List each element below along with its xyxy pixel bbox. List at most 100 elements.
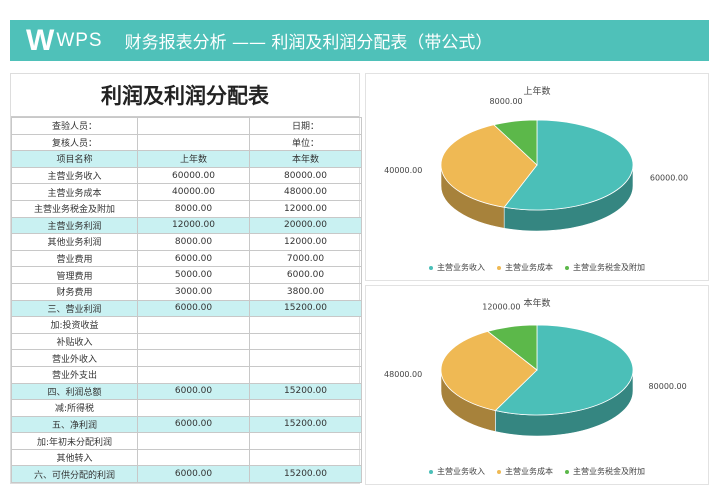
table-cell[interactable]: 15200.00 [249, 465, 362, 484]
table-cell[interactable]: 营业外支出 [11, 365, 138, 384]
table-cell[interactable]: 营业外收入 [11, 349, 138, 367]
table-cell[interactable]: 日期： [249, 117, 362, 135]
table-cell[interactable]: 12000.00 [137, 216, 250, 235]
table-cell[interactable]: 6000.00 [137, 415, 250, 434]
table-cell[interactable]: 7000.00 [249, 249, 362, 268]
table-cell[interactable] [249, 432, 362, 450]
chart-panel-last-year[interactable]: 上年数 60000.00 40000.00 8000.00 主营业务收入 主营业务成本 主营… [365, 73, 709, 281]
profit-table: 查验人员： 日期： 复核人员： 单位： 项目名称 上年数 本年数 主营业务收入 60000.00… [11, 117, 362, 484]
table-cell[interactable] [137, 349, 250, 367]
table-row: 减:所得税 [11, 399, 362, 417]
legend-item[interactable]: 主营业务收入 [429, 262, 485, 273]
table-cell[interactable]: 12000.00 [249, 199, 362, 218]
table-cell[interactable]: 管理费用 [11, 266, 138, 284]
table-cell[interactable] [249, 399, 362, 417]
table-cell[interactable]: 六、可供分配的利润 [11, 465, 138, 484]
table-cell[interactable]: 财务费用 [11, 282, 138, 301]
table-row: 其他转入 [11, 448, 362, 467]
table-cell[interactable]: 20000.00 [249, 216, 362, 235]
table-cell[interactable] [249, 332, 362, 351]
table-cell[interactable]: 6000.00 [249, 266, 362, 284]
table-row: 营业外收入 [11, 349, 362, 367]
table-row: 主营业务利润 12000.00 20000.00 [11, 216, 362, 235]
table-cell[interactable]: 主营业务成本 [11, 183, 138, 201]
table-cell[interactable]: 加:投资收益 [11, 316, 138, 334]
table-cell[interactable]: 本年数 [249, 150, 362, 168]
table-cell[interactable]: 其他业务利润 [11, 233, 138, 251]
table-cell[interactable]: 项目名称 [11, 150, 138, 168]
table-cell[interactable]: 6000.00 [137, 249, 250, 268]
table-cell[interactable]: 3800.00 [249, 282, 362, 301]
table-cell[interactable]: 6000.00 [137, 465, 250, 484]
legend-item[interactable]: 主营业务收入 [429, 466, 485, 477]
table-cell[interactable] [249, 448, 362, 467]
table-cell[interactable] [137, 117, 250, 135]
table-cell[interactable]: 6000.00 [137, 382, 250, 401]
pie-slice[interactable] [440, 124, 538, 208]
sheet-title: 利润及利润分配表 [11, 74, 359, 117]
table-cell[interactable] [249, 349, 362, 367]
table-cell[interactable] [137, 365, 250, 384]
table-cell[interactable] [249, 365, 362, 384]
table-row: 补贴收入 [11, 332, 362, 351]
table-cell[interactable]: 主营业务收入 [11, 166, 138, 185]
table-cell[interactable] [137, 332, 250, 351]
table-cell[interactable]: 80000.00 [249, 166, 362, 185]
legend-item[interactable]: 主营业务税金及附加 [565, 466, 645, 477]
pie-slice[interactable] [440, 330, 538, 411]
profit-table-sheet: 利润及利润分配表 查验人员： 日期： 复核人员： 单位： 项目名称 上年数 本年数 主营业务收… [10, 73, 362, 484]
table-cell[interactable]: 15200.00 [249, 299, 362, 318]
table-row: 五、净利润 6000.00 15200.00 [11, 415, 362, 434]
legend-marker-icon [497, 265, 501, 270]
table-row: 营业费用 6000.00 7000.00 [11, 249, 362, 268]
table-cell[interactable]: 40000.00 [137, 183, 250, 201]
table-cell[interactable]: 减:所得税 [11, 399, 138, 417]
table-cell[interactable]: 60000.00 [137, 166, 250, 185]
table-cell[interactable]: 8000.00 [137, 233, 250, 251]
table-cell[interactable]: 其他转入 [11, 448, 138, 467]
table-cell[interactable]: 营业费用 [11, 249, 138, 268]
meta-row: 查验人员： 日期： [11, 117, 362, 135]
table-cell[interactable] [249, 316, 362, 334]
table-cell[interactable]: 单位： [249, 133, 362, 152]
data-label: 80000.00 [649, 382, 687, 391]
table-cell[interactable]: 8000.00 [137, 199, 250, 218]
table-row: 管理费用 5000.00 6000.00 [11, 266, 362, 284]
table-cell[interactable]: 3000.00 [137, 282, 250, 301]
table-cell[interactable]: 15200.00 [249, 382, 362, 401]
pie-slice[interactable] [486, 324, 538, 371]
legend-item[interactable]: 主营业务成本 [497, 262, 553, 273]
table-cell[interactable]: 上年数 [137, 150, 250, 168]
table-cell[interactable]: 四、利润总额 [11, 382, 138, 401]
table-cell[interactable]: 五、净利润 [11, 415, 138, 434]
table-header-row: 项目名称 上年数 本年数 [11, 150, 362, 168]
table-row: 加:投资收益 [11, 316, 362, 334]
table-cell[interactable]: 主营业务税金及附加 [11, 199, 138, 218]
table-cell[interactable] [137, 399, 250, 417]
chart-legend: 主营业务收入 主营业务成本 主营业务税金及附加 [366, 466, 708, 477]
table-cell[interactable]: 主营业务利润 [11, 216, 138, 235]
legend-item[interactable]: 主营业务成本 [497, 466, 553, 477]
table-cell[interactable]: 6000.00 [137, 299, 250, 318]
table-cell[interactable] [137, 448, 250, 467]
table-cell[interactable]: 补贴收入 [11, 332, 138, 351]
pie-slice[interactable] [493, 119, 538, 166]
table-cell[interactable] [137, 133, 250, 152]
table-cell[interactable] [137, 316, 250, 334]
chart-panel-this-year[interactable]: 本年数 80000.00 48000.00 12000.00 主营业务收入 主营业务成本主… [365, 285, 709, 485]
table-cell[interactable]: 三、营业利润 [11, 299, 138, 318]
title-banner: W WPS 财务报表分析 —— 利润及利润分配表（带公式） [10, 20, 709, 61]
legend-marker-icon [429, 469, 433, 474]
table-cell[interactable]: 15200.00 [249, 415, 362, 434]
pie-slice[interactable] [494, 324, 634, 416]
legend-item[interactable]: 主营业务税金及附加 [565, 262, 645, 273]
table-cell[interactable]: 48000.00 [249, 183, 362, 201]
table-cell[interactable]: 复核人员： [11, 133, 138, 152]
table-cell[interactable]: 加:年初未分配利润 [11, 432, 138, 450]
table-cell[interactable]: 查验人员： [11, 117, 138, 135]
table-cell[interactable] [137, 432, 250, 450]
table-row: 加:年初未分配利润 [11, 432, 362, 450]
table-cell[interactable]: 5000.00 [137, 266, 250, 284]
table-cell[interactable]: 12000.00 [249, 233, 362, 251]
pie-slice[interactable] [503, 119, 634, 211]
